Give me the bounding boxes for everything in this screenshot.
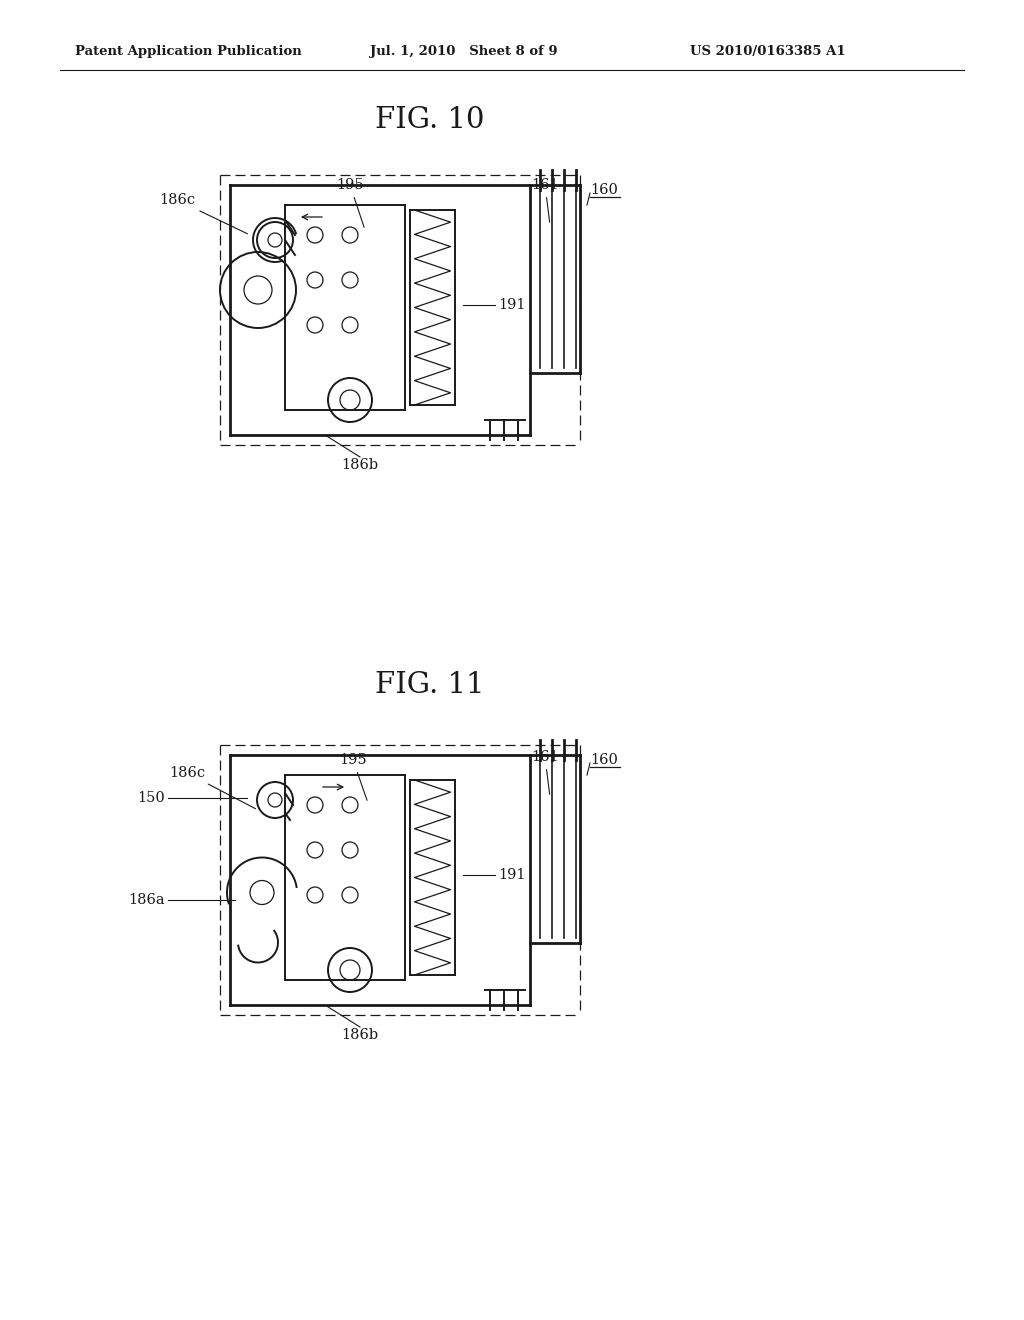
Text: Jul. 1, 2010   Sheet 8 of 9: Jul. 1, 2010 Sheet 8 of 9 bbox=[370, 45, 558, 58]
Text: 150: 150 bbox=[137, 791, 165, 805]
Text: 186c: 186c bbox=[169, 766, 256, 809]
Text: 160: 160 bbox=[590, 752, 617, 767]
Text: Patent Application Publication: Patent Application Publication bbox=[75, 45, 302, 58]
Text: 195: 195 bbox=[339, 752, 367, 800]
Text: 160: 160 bbox=[590, 183, 617, 197]
Text: FIG. 10: FIG. 10 bbox=[375, 106, 484, 135]
Text: 161: 161 bbox=[531, 750, 559, 795]
Text: 191: 191 bbox=[498, 869, 525, 882]
Text: 186a: 186a bbox=[128, 894, 165, 907]
Text: FIG. 11: FIG. 11 bbox=[375, 671, 484, 700]
Text: 195: 195 bbox=[336, 178, 365, 227]
Text: 186c: 186c bbox=[159, 193, 248, 234]
Text: 186b: 186b bbox=[341, 1028, 379, 1041]
Text: 186b: 186b bbox=[341, 458, 379, 473]
Text: US 2010/0163385 A1: US 2010/0163385 A1 bbox=[690, 45, 846, 58]
Text: 161: 161 bbox=[531, 178, 559, 222]
Text: 191: 191 bbox=[498, 298, 525, 312]
